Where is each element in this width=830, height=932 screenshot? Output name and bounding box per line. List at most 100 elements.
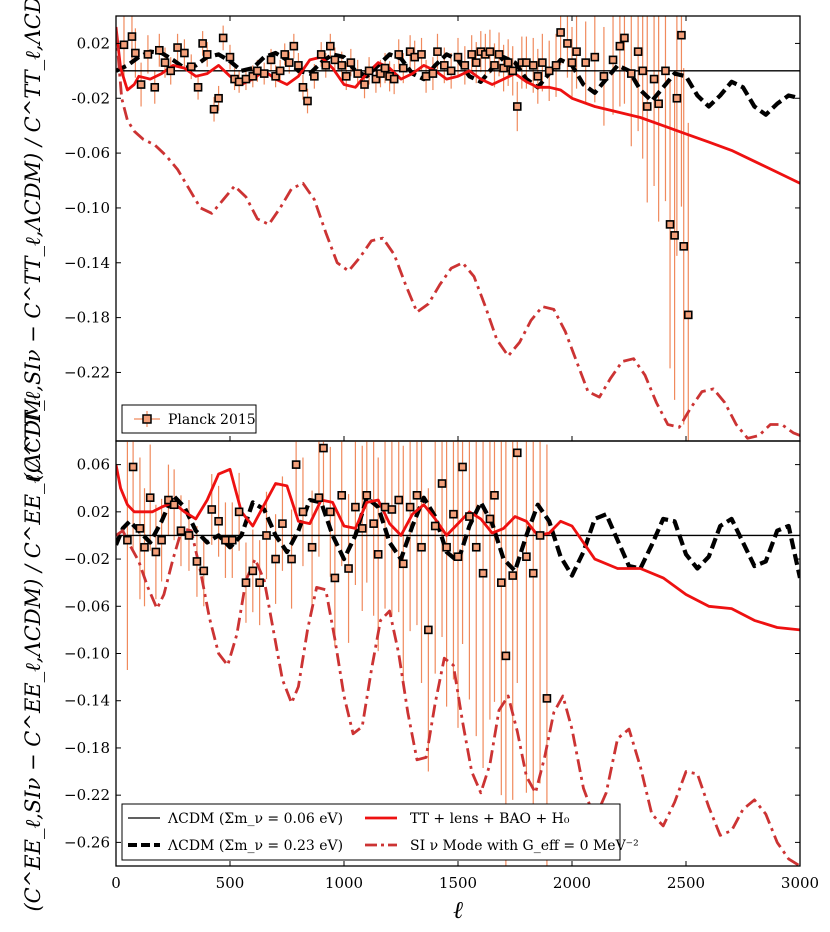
tt-data-marker bbox=[202, 50, 212, 59]
tt-data-marker bbox=[353, 69, 362, 78]
tt-data-marker bbox=[248, 72, 258, 81]
legend-lcdm-023-label: ΛCDM (Σm_ν = 0.23 eV) bbox=[167, 838, 343, 854]
tt-data-marker bbox=[225, 52, 235, 62]
ee-plot-area bbox=[116, 441, 800, 866]
xtick-label: 1500 bbox=[439, 874, 477, 892]
xtick-label: 1000 bbox=[325, 874, 363, 892]
ee-data-marker bbox=[123, 535, 132, 545]
tt-data-marker bbox=[303, 96, 312, 106]
tt-data-marker bbox=[298, 82, 308, 92]
tt-data-marker bbox=[166, 66, 176, 76]
ee-data-marker bbox=[369, 519, 378, 528]
xlabel: ℓ bbox=[453, 896, 463, 924]
tt-data-marker bbox=[218, 33, 228, 43]
ee-data-marker bbox=[227, 535, 237, 545]
tt-data-marker bbox=[654, 99, 663, 109]
tt-data-marker bbox=[289, 41, 299, 51]
tt-data-marker bbox=[275, 66, 285, 76]
tt-data-marker bbox=[371, 74, 381, 84]
ee-data-marker bbox=[362, 491, 372, 500]
ee-data-marker bbox=[497, 578, 506, 587]
tt-data-marker bbox=[440, 61, 449, 70]
ee-data-marker bbox=[326, 507, 335, 517]
tt-data-marker bbox=[608, 55, 618, 65]
tt-ytick-label: −0.14 bbox=[64, 254, 110, 272]
ee-data-marker bbox=[151, 547, 161, 557]
ee-data-marker bbox=[337, 491, 347, 500]
tt-data-marker bbox=[341, 72, 351, 81]
ee-data-marker bbox=[535, 531, 545, 540]
tt-data-marker bbox=[364, 66, 374, 76]
ee-ytick-label: −0.14 bbox=[64, 692, 110, 710]
ee-data-marker bbox=[262, 531, 271, 540]
tt-data-marker bbox=[677, 30, 686, 40]
tt-data-marker bbox=[599, 72, 609, 81]
xtick-label: 500 bbox=[216, 874, 245, 892]
tt-data-marker bbox=[198, 39, 207, 48]
tt-data-marker bbox=[259, 69, 269, 78]
ee-data-marker bbox=[508, 571, 518, 580]
ee-data-marker bbox=[145, 493, 155, 502]
tt-ylabel: (C^TT_ℓ,SIν − C^TT_ℓ,ΛCDM) / C^TT_ℓ,ΛCDM bbox=[21, 0, 45, 481]
panel-ee: 0.06 0.02 −0.02 −0.06 −0.10 −0.14 −0.18 −0.22 −0… bbox=[21, 398, 801, 912]
ee-ytick-label: −0.18 bbox=[64, 739, 110, 757]
ee-data-marker bbox=[298, 507, 308, 517]
tt-data-marker bbox=[467, 50, 476, 59]
tt-data-marker bbox=[615, 41, 625, 51]
tt-data-marker bbox=[321, 61, 331, 70]
tt-data-marker bbox=[512, 102, 522, 111]
tt-series-dashdot bbox=[116, 29, 800, 440]
tt-data-marker bbox=[271, 72, 280, 81]
tt-data-marker bbox=[280, 50, 290, 59]
tt-data-marker bbox=[672, 93, 682, 103]
ee-ylabel: (C^EE_ℓ,SIν − C^EE_ℓ,ΛCDM) / C^EE_ℓ,ΛCDM bbox=[21, 398, 45, 912]
tt-data-marker bbox=[209, 104, 219, 114]
tt-data-marker bbox=[330, 55, 340, 65]
xtick-label: 0 bbox=[111, 874, 121, 892]
x-axis: 0 500 1000 1500 2000 2500 3000 bbox=[111, 16, 819, 892]
tt-data-marker bbox=[620, 33, 629, 43]
ee-ytick-label: −0.22 bbox=[64, 786, 110, 804]
ee-data-marker bbox=[442, 542, 451, 552]
ee-ytick-label: −0.26 bbox=[64, 833, 110, 851]
tt-data-marker bbox=[490, 61, 499, 70]
ee-data-marker bbox=[214, 516, 223, 526]
tt-data-marker bbox=[346, 58, 356, 67]
tt-data-marker bbox=[241, 74, 251, 84]
tt-data-marker bbox=[670, 231, 679, 240]
tt-legend: Planck 2015 bbox=[121, 404, 257, 434]
tt-ytick-label: −0.06 bbox=[64, 144, 110, 162]
ee-ytick-label: −0.06 bbox=[64, 597, 110, 615]
ee-data-marker bbox=[485, 514, 495, 524]
tt-data-marker bbox=[642, 102, 652, 111]
tt-data-marker bbox=[417, 50, 426, 59]
ee-data-marker bbox=[278, 519, 287, 528]
ee-data-marker bbox=[430, 521, 440, 531]
ee-series-solid-red bbox=[116, 464, 800, 632]
tt-y-axis: 0.02 -0.02 −0.06 −0.10 −0.14 −0.18 −0.22 bbox=[64, 34, 800, 381]
tt-series-solid-red bbox=[116, 26, 800, 185]
ee-data-marker bbox=[512, 448, 522, 458]
ee-data-marker bbox=[207, 505, 217, 514]
tt-data-marker bbox=[638, 66, 647, 76]
ee-data-marker bbox=[291, 460, 301, 469]
tt-data-marker bbox=[649, 74, 659, 84]
ee-data-marker bbox=[221, 535, 230, 545]
ee-data-marker bbox=[169, 500, 179, 510]
tt-data-marker bbox=[683, 310, 693, 320]
legend-si-mode-label: SI ν Mode with G_eff = 0 MeV⁻² bbox=[410, 838, 639, 854]
ee-data-marker bbox=[373, 550, 383, 559]
tt-ytick-label: −0.22 bbox=[64, 363, 110, 381]
ee-data-marker bbox=[192, 557, 202, 566]
tt-data-marker bbox=[119, 40, 129, 50]
tt-data-marker bbox=[633, 47, 643, 56]
ee-data-marker bbox=[199, 566, 209, 576]
tt-data-marker bbox=[253, 66, 262, 76]
tt-data-marker bbox=[214, 93, 223, 103]
tt-data-marker bbox=[508, 66, 518, 76]
ee-data-marker bbox=[522, 552, 531, 561]
tt-data-marker bbox=[551, 61, 561, 70]
ee-data-marker bbox=[140, 542, 149, 552]
tt-data-marker bbox=[131, 48, 140, 58]
tt-data-marker bbox=[155, 45, 164, 55]
